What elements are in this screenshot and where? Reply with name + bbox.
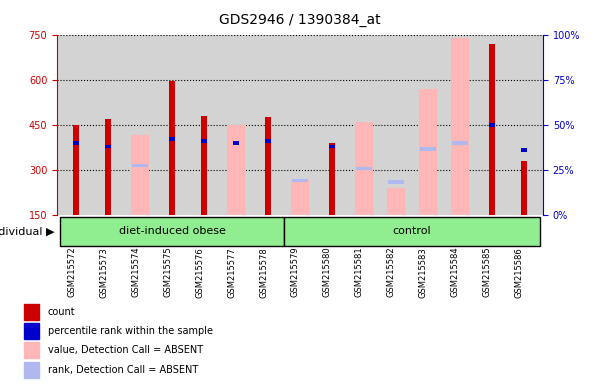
Text: GSM215578: GSM215578: [259, 247, 268, 298]
Bar: [292, 179, 308, 182]
Bar: [169, 137, 175, 141]
Bar: [201, 116, 207, 215]
Bar: [452, 141, 468, 145]
Bar: [420, 147, 436, 151]
Text: GSM215586: GSM215586: [515, 247, 524, 298]
Text: GSM215572: GSM215572: [67, 247, 76, 297]
Bar: [451, 38, 469, 215]
Bar: [387, 188, 405, 215]
Bar: [60, 217, 284, 246]
Text: GSM215584: GSM215584: [451, 247, 460, 297]
Text: GSM215575: GSM215575: [163, 247, 172, 297]
Text: GSM215585: GSM215585: [483, 247, 492, 297]
Bar: [521, 148, 527, 152]
Text: GDS2946 / 1390384_at: GDS2946 / 1390384_at: [219, 13, 381, 27]
Text: value, Detection Call = ABSENT: value, Detection Call = ABSENT: [47, 346, 203, 356]
Bar: [105, 145, 112, 148]
Text: GSM215577: GSM215577: [227, 247, 236, 298]
Bar: [265, 139, 271, 143]
Bar: [73, 141, 79, 145]
Bar: [291, 179, 309, 215]
Bar: [131, 135, 149, 215]
Bar: [419, 89, 437, 215]
Text: GSM215583: GSM215583: [419, 247, 428, 298]
Bar: [284, 217, 540, 246]
Bar: [169, 81, 175, 215]
Text: GSM215580: GSM215580: [323, 247, 332, 297]
Text: GSM215573: GSM215573: [99, 247, 108, 298]
Bar: [201, 139, 207, 143]
Bar: [329, 143, 335, 215]
Text: diet-induced obese: diet-induced obese: [119, 226, 226, 237]
Text: percentile rank within the sample: percentile rank within the sample: [47, 326, 212, 336]
Text: rank, Detection Call = ABSENT: rank, Detection Call = ABSENT: [47, 365, 198, 375]
Bar: [24, 343, 38, 358]
Bar: [265, 117, 271, 215]
Bar: [227, 125, 245, 215]
Bar: [488, 123, 495, 127]
Bar: [329, 145, 335, 148]
Bar: [356, 167, 372, 170]
Text: individual ▶: individual ▶: [0, 226, 54, 237]
Text: GSM215581: GSM215581: [355, 247, 364, 297]
Bar: [24, 323, 38, 339]
Text: control: control: [392, 226, 431, 237]
Bar: [488, 44, 495, 215]
Text: GSM215582: GSM215582: [387, 247, 396, 297]
Text: GSM215579: GSM215579: [291, 247, 300, 297]
Bar: [105, 119, 112, 215]
Bar: [73, 125, 79, 215]
Bar: [521, 161, 527, 215]
Bar: [233, 141, 239, 145]
Bar: [132, 164, 148, 167]
Bar: [388, 180, 404, 184]
Text: GSM215574: GSM215574: [131, 247, 140, 297]
Bar: [355, 122, 373, 215]
Bar: [24, 362, 38, 378]
Bar: [24, 304, 38, 319]
Text: count: count: [47, 306, 75, 316]
Text: GSM215576: GSM215576: [195, 247, 204, 298]
